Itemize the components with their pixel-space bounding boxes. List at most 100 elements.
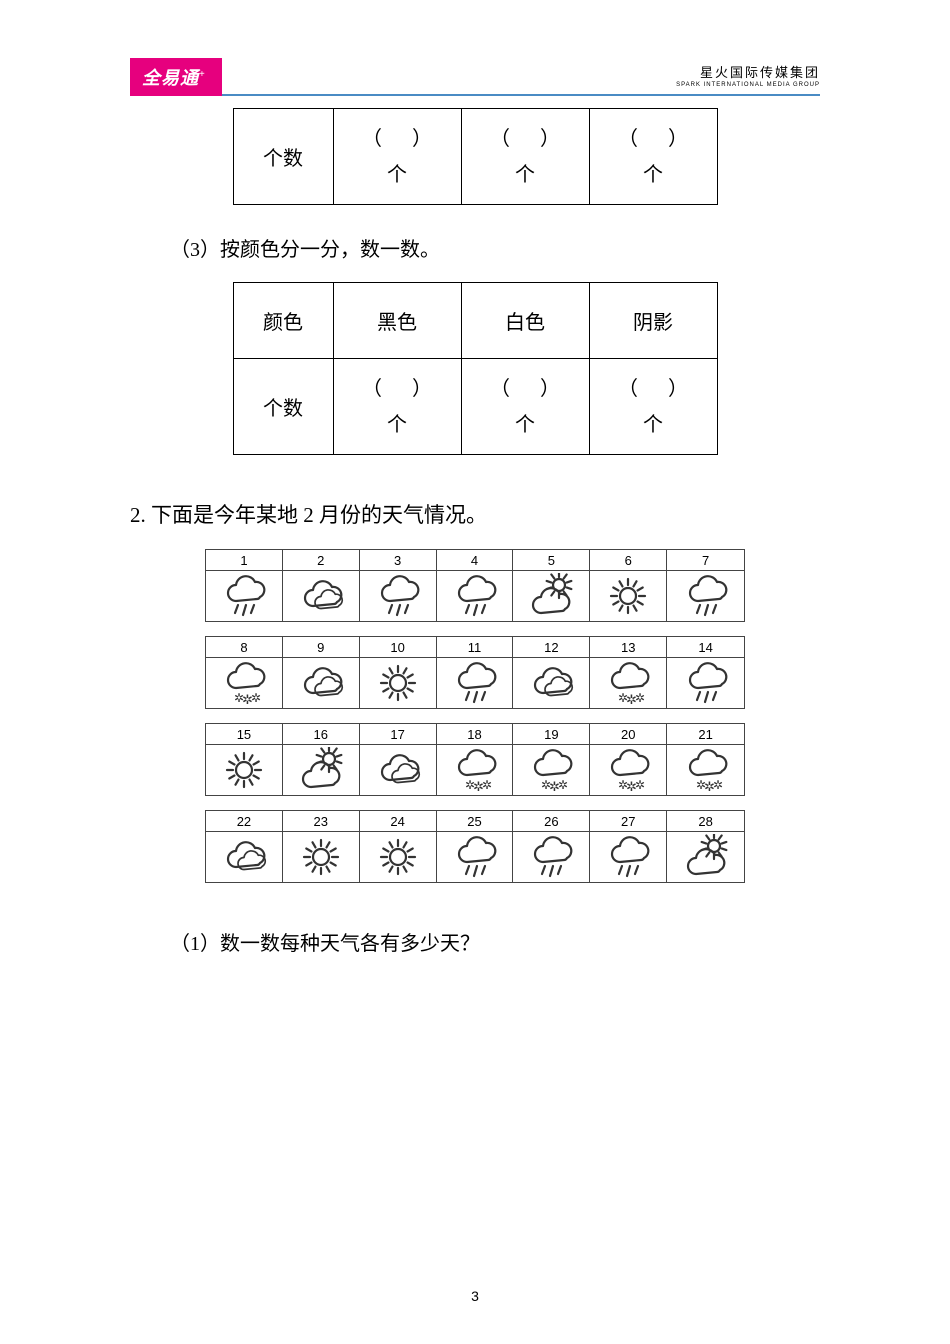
table2-cell-2: （ ） 个 — [461, 359, 589, 455]
day-number: 7 — [667, 550, 744, 571]
svg-text:✲: ✲ — [558, 778, 568, 792]
calendar-day: 20 ✲ ✲ ✲ — [590, 724, 667, 795]
calendar-day: 19 ✲ ✲ ✲ — [513, 724, 590, 795]
sub-question-1: （1）数一数每种天气各有多少天？ — [170, 927, 820, 956]
sun-icon — [590, 571, 666, 621]
cloudy-icon — [513, 658, 589, 708]
day-number: 2 — [283, 550, 359, 571]
cloudy-icon — [206, 832, 282, 882]
calendar-day: 7 — [667, 550, 744, 621]
calendar-day: 28 — [667, 811, 744, 882]
table1-cell-3: （ ） 个 — [589, 109, 717, 205]
svg-text:✲: ✲ — [635, 778, 645, 792]
day-number: 14 — [667, 637, 744, 658]
day-number: 4 — [437, 550, 513, 571]
snow-icon: ✲ ✲ ✲ — [590, 658, 666, 708]
calendar-day: 26 — [513, 811, 590, 882]
calendar-day: 6 — [590, 550, 667, 621]
day-number: 6 — [590, 550, 666, 571]
part3-label: （3）按颜色分一分，数一数。 — [170, 233, 820, 262]
snow-icon: ✲ ✲ ✲ — [206, 658, 282, 708]
snow-icon: ✲ ✲ ✲ — [437, 745, 513, 795]
svg-text:✲: ✲ — [251, 691, 261, 705]
calendar-day: 27 — [590, 811, 667, 882]
rain-icon — [360, 571, 436, 621]
day-number: 25 — [437, 811, 513, 832]
header-company: 星火国际传媒集团 SPARK INTERNATIONAL MEDIA GROUP — [676, 58, 820, 88]
snow-icon: ✲ ✲ ✲ — [667, 745, 744, 795]
calendar-day: 17 — [360, 724, 437, 795]
calendar-day: 11 — [437, 637, 514, 708]
count-table-1: 个数 （ ） 个 （ ） 个 （ ） 个 — [233, 108, 718, 205]
day-number: 13 — [590, 637, 666, 658]
calendar-day: 8 ✲ ✲ ✲ — [206, 637, 283, 708]
table1-cell-1: （ ） 个 — [333, 109, 461, 205]
day-number: 8 — [206, 637, 282, 658]
page-number: 3 — [0, 1288, 950, 1304]
calendar-day: 2 — [283, 550, 360, 621]
sun-icon — [206, 745, 282, 795]
calendar-week: 8 ✲ ✲ ✲ 9 10 11 12 13 ✲ ✲ ✲ 14 — [205, 636, 745, 709]
rain-icon — [437, 658, 513, 708]
company-name: 星火国际传媒集团 — [700, 65, 820, 80]
day-number: 23 — [283, 811, 359, 832]
day-number: 17 — [360, 724, 436, 745]
calendar-week: 1 2 3 4 5 6 7 — [205, 549, 745, 622]
partly-icon — [513, 571, 589, 621]
calendar-day: 25 — [437, 811, 514, 882]
day-number: 12 — [513, 637, 589, 658]
table2-header-label: 颜色 — [233, 283, 333, 359]
calendar-day: 18 ✲ ✲ ✲ — [437, 724, 514, 795]
day-number: 16 — [283, 724, 359, 745]
day-number: 19 — [513, 724, 589, 745]
rain-icon — [437, 571, 513, 621]
svg-text:✲: ✲ — [482, 778, 492, 792]
snow-icon: ✲ ✲ ✲ — [513, 745, 589, 795]
table2-col-black: 黑色 — [333, 283, 461, 359]
day-number: 24 — [360, 811, 436, 832]
day-number: 10 — [360, 637, 436, 658]
calendar-day: 10 — [360, 637, 437, 708]
calendar-week: 22 23 24 25 26 27 28 — [205, 810, 745, 883]
rain-icon — [437, 832, 513, 882]
calendar-day: 1 — [206, 550, 283, 621]
sun-icon — [283, 832, 359, 882]
rain-icon — [206, 571, 282, 621]
cloudy-icon — [283, 658, 359, 708]
rain-icon — [667, 571, 744, 621]
day-number: 27 — [590, 811, 666, 832]
rain-icon — [590, 832, 666, 882]
day-number: 28 — [667, 811, 744, 832]
sun-icon — [360, 832, 436, 882]
question-2: 2. 下面是今年某地 2 月份的天气情况。 — [130, 499, 820, 529]
table2-col-hatched: 阴影 — [589, 283, 717, 359]
day-number: 11 — [437, 637, 513, 658]
table1-cell-2: （ ） 个 — [461, 109, 589, 205]
day-number: 22 — [206, 811, 282, 832]
rain-icon — [513, 832, 589, 882]
day-number: 1 — [206, 550, 282, 571]
logo-text: 全易通 — [142, 68, 199, 88]
table2-cell-1: （ ） 个 — [333, 359, 461, 455]
table2-cell-3: （ ） 个 — [589, 359, 717, 455]
logo-badge: 全易通+ — [130, 58, 222, 96]
sun-icon — [360, 658, 436, 708]
day-number: 26 — [513, 811, 589, 832]
calendar-day: 5 — [513, 550, 590, 621]
calendar-day: 4 — [437, 550, 514, 621]
calendar-week: 15 16 17 18 ✲ ✲ ✲ 19 ✲ ✲ ✲ 20 ✲ ✲ ✲ 21 ✲… — [205, 723, 745, 796]
calendar-day: 14 — [667, 637, 744, 708]
page-header: 全易通+ 星火国际传媒集团 SPARK INTERNATIONAL MEDIA … — [130, 58, 820, 96]
cloudy-icon — [283, 571, 359, 621]
partly-icon — [667, 832, 744, 882]
color-table: 颜色 黑色 白色 阴影 个数 （ ） 个 （ ） 个 （ ） 个 — [233, 282, 718, 455]
calendar-day: 23 — [283, 811, 360, 882]
day-number: 20 — [590, 724, 666, 745]
calendar-day: 24 — [360, 811, 437, 882]
day-number: 3 — [360, 550, 436, 571]
day-number: 21 — [667, 724, 744, 745]
snow-icon: ✲ ✲ ✲ — [590, 745, 666, 795]
table2-col-white: 白色 — [461, 283, 589, 359]
calendar-day: 12 — [513, 637, 590, 708]
day-number: 18 — [437, 724, 513, 745]
